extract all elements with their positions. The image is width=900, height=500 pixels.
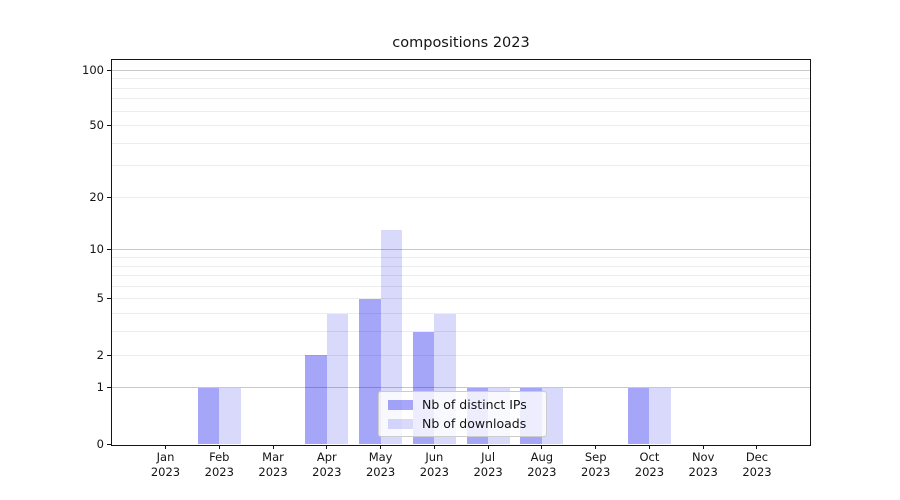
x-tick-mark xyxy=(380,445,382,449)
y-tick-label: 5 xyxy=(96,291,104,306)
x-tick-mark xyxy=(165,445,166,449)
minor-gridline xyxy=(112,125,810,127)
minor-gridline xyxy=(112,298,810,300)
minor-gridline xyxy=(112,87,810,89)
legend-label-distinct-ips: Nb of distinct IPs xyxy=(422,397,527,412)
plot-area-border xyxy=(111,59,811,446)
minor-gridline xyxy=(112,285,810,287)
y-tick-mark xyxy=(107,443,111,445)
bar-downloads-aug xyxy=(541,387,564,444)
y-tick-label: 0 xyxy=(96,436,104,451)
bar-distinct-ips-apr xyxy=(305,355,327,444)
major-gridline xyxy=(112,249,810,251)
bar-distinct-ips-may xyxy=(359,298,381,444)
minor-gridline xyxy=(112,313,810,315)
y-tick-label: 10 xyxy=(89,242,104,257)
x-tick-label-may: May 2023 xyxy=(365,450,396,479)
y-tick-mark xyxy=(107,69,111,71)
legend-item: Nb of downloads xyxy=(388,416,537,431)
minor-gridline xyxy=(112,256,810,258)
x-tick-label-jul: Jul 2023 xyxy=(473,450,503,479)
y-tick-mark xyxy=(107,249,111,251)
x-tick-label-jan: Jan 2023 xyxy=(150,450,181,479)
legend-swatch-downloads xyxy=(388,418,413,429)
legend: Nb of distinct IPs Nb of downloads xyxy=(378,391,547,437)
x-tick-mark xyxy=(756,445,758,449)
x-tick-label-aug: Aug 2023 xyxy=(527,450,557,479)
y-tick-mark xyxy=(107,354,111,356)
chart-title: compositions 2023 xyxy=(392,35,530,51)
y-tick-label: 1 xyxy=(96,380,104,395)
x-tick-mark xyxy=(326,445,328,449)
bar-downloads-oct xyxy=(649,387,671,444)
x-tick-mark xyxy=(541,445,543,449)
y-tick-label: 2 xyxy=(96,347,104,362)
bar-downloads-apr xyxy=(326,313,349,444)
bar-distinct-ips-oct xyxy=(627,387,650,444)
y-tick-mark xyxy=(107,125,111,127)
legend-label-downloads: Nb of downloads xyxy=(422,416,527,431)
minor-gridline xyxy=(112,331,810,333)
bar-distinct-ips-feb xyxy=(197,387,220,444)
major-gridline xyxy=(112,387,810,389)
minor-gridline xyxy=(112,165,810,167)
minor-gridline xyxy=(112,142,810,144)
x-tick-mark xyxy=(595,445,597,449)
major-gridline xyxy=(112,69,810,71)
legend-item: Nb of distinct IPs xyxy=(388,397,537,412)
minor-gridline xyxy=(112,354,810,356)
legend-swatch-distinct-ips xyxy=(388,399,413,410)
x-tick-label-sep: Sep 2023 xyxy=(581,450,611,479)
x-tick-mark xyxy=(702,445,704,449)
x-tick-label-feb: Feb 2023 xyxy=(204,450,234,479)
x-tick-mark xyxy=(272,445,274,449)
minor-gridline xyxy=(112,196,810,198)
minor-gridline xyxy=(112,78,810,80)
x-tick-mark xyxy=(433,445,435,449)
minor-gridline xyxy=(112,110,810,112)
x-tick-mark xyxy=(487,445,489,449)
y-tick-mark xyxy=(107,387,111,389)
y-tick-label: 100 xyxy=(82,62,104,77)
x-tick-label-apr: Apr 2023 xyxy=(312,450,342,479)
x-tick-label-jun: Jun 2023 xyxy=(419,450,449,479)
y-tick-mark xyxy=(107,196,111,198)
x-tick-mark xyxy=(218,445,220,449)
x-tick-label-oct: Oct 2023 xyxy=(634,450,665,479)
x-tick-label-mar: Mar 2023 xyxy=(258,450,288,479)
bar-downloads-may xyxy=(380,230,403,444)
minor-gridline xyxy=(112,98,810,100)
x-tick-label-dec: Dec 2023 xyxy=(742,450,772,479)
x-tick-mark xyxy=(648,445,650,449)
y-tick-label: 50 xyxy=(89,118,104,133)
y-tick-label: 20 xyxy=(89,189,104,204)
y-tick-mark xyxy=(107,298,111,300)
minor-gridline xyxy=(112,265,810,267)
minor-gridline xyxy=(112,275,810,277)
bar-downloads-feb xyxy=(219,387,241,444)
x-tick-label-nov: Nov 2023 xyxy=(688,450,718,479)
